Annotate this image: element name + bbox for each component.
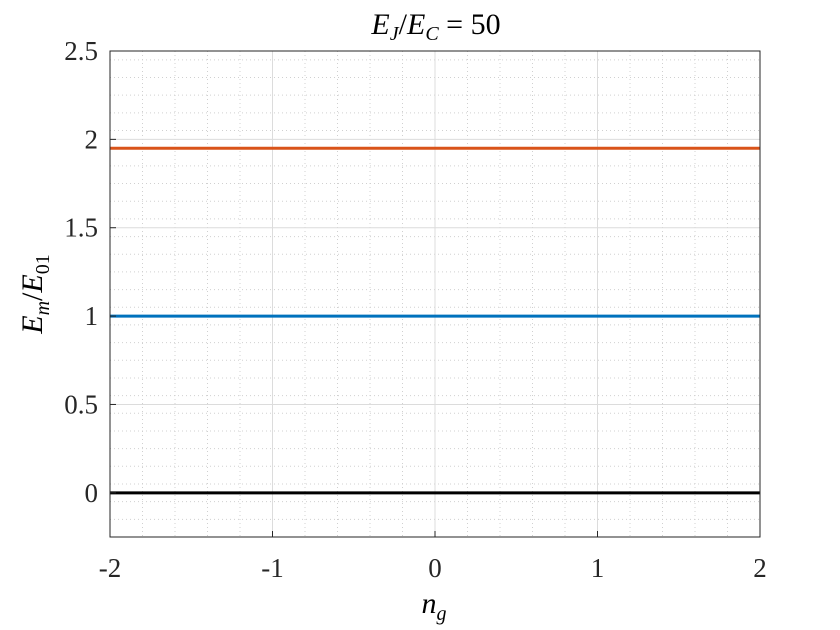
y-tick-label: 1 — [85, 301, 99, 331]
y-axis-label: Em/E01 — [16, 254, 54, 334]
ticks-layer: -2 -1 0 1 2 0 0.5 1 1.5 2 2.5 — [64, 36, 767, 583]
chart-title: EJ/EC = 50 — [370, 8, 500, 45]
y-tick-label: 1.5 — [64, 213, 98, 243]
x-tick-label: 2 — [753, 553, 767, 583]
x-tick-label: -2 — [99, 553, 122, 583]
x-tick-label: 1 — [591, 553, 605, 583]
y-tick-label: 0.5 — [64, 389, 98, 419]
x-axis-label: ng — [422, 587, 447, 625]
x-tick-label: 0 — [428, 553, 442, 583]
y-tick-label: 0 — [85, 478, 99, 508]
y-tick-label: 2 — [85, 124, 99, 154]
x-tick-label: -1 — [261, 553, 284, 583]
series-layer — [110, 146, 760, 495]
y-tick-label: 2.5 — [64, 36, 98, 66]
